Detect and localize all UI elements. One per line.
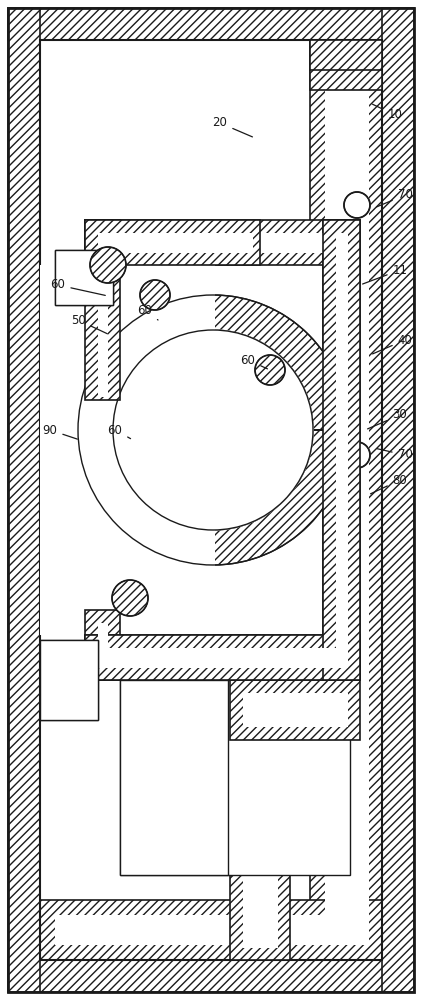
Text: 60: 60 [51, 278, 106, 295]
Bar [85, 220, 260, 265]
Bar [323, 220, 360, 680]
Text: 50: 50 [70, 314, 108, 334]
Text: 11: 11 [362, 263, 408, 284]
Bar [310, 40, 382, 960]
Text: 80: 80 [371, 474, 407, 494]
Bar [85, 220, 120, 400]
Bar [85, 635, 260, 680]
Bar [323, 220, 360, 680]
Text: 10: 10 [373, 104, 403, 121]
Text: 20: 20 [213, 116, 252, 137]
Text: 70: 70 [377, 448, 412, 462]
Bar [57, 252, 111, 303]
Polygon shape [78, 295, 348, 565]
Bar [85, 635, 360, 680]
Bar [85, 635, 360, 680]
Bar [98, 648, 348, 668]
Circle shape [344, 442, 370, 468]
Bar [98, 623, 108, 667]
Bar [98, 233, 348, 253]
Bar [243, 693, 348, 727]
Circle shape [113, 330, 313, 530]
Bar [55, 250, 113, 305]
Text: 60: 60 [241, 354, 268, 369]
Bar [55, 915, 365, 945]
Bar [98, 233, 108, 668]
Bar [120, 680, 228, 875]
Bar [382, 8, 414, 992]
Bar [85, 220, 120, 680]
Bar [336, 233, 348, 667]
Bar [243, 853, 278, 948]
Text: 60: 60 [138, 304, 158, 320]
Text: 70: 70 [376, 188, 412, 207]
Bar [230, 680, 360, 740]
Bar [40, 265, 215, 635]
Text: 60: 60 [108, 424, 130, 439]
Bar [230, 840, 290, 960]
Bar [336, 233, 348, 667]
Bar [40, 40, 382, 960]
Bar [120, 680, 350, 875]
Bar [98, 648, 253, 668]
Circle shape [140, 280, 170, 310]
Circle shape [112, 580, 148, 616]
Bar [40, 640, 98, 720]
Text: 40: 40 [373, 334, 412, 354]
Bar [310, 40, 382, 90]
Bar [120, 680, 350, 875]
Bar [8, 960, 414, 992]
Bar [40, 640, 98, 720]
Bar [98, 233, 108, 397]
Bar [85, 610, 120, 680]
Bar [8, 8, 414, 40]
Bar [120, 265, 323, 635]
Bar [98, 233, 253, 253]
Bar [325, 55, 369, 945]
Circle shape [255, 355, 285, 385]
Circle shape [90, 247, 126, 283]
Bar [85, 220, 360, 265]
Text: 90: 90 [43, 424, 77, 439]
Bar [55, 250, 113, 305]
Bar [98, 648, 348, 668]
Bar [40, 900, 382, 960]
Text: 30: 30 [368, 408, 407, 429]
Bar [40, 40, 382, 960]
Circle shape [344, 192, 370, 218]
Bar [310, 40, 382, 70]
Bar [8, 8, 40, 992]
